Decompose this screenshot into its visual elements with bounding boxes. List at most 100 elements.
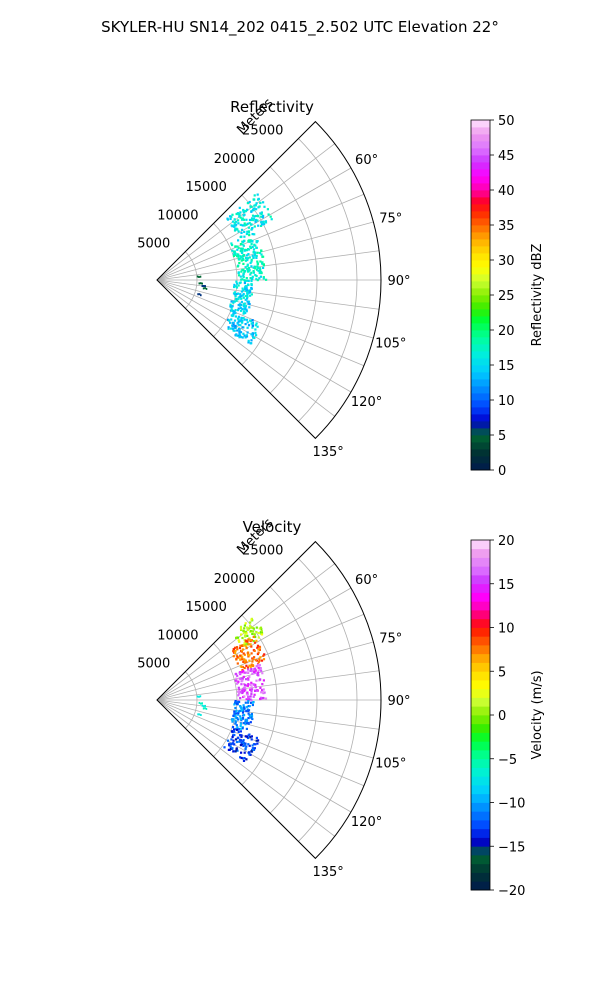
velocity-echo-gate (261, 683, 264, 686)
reflectivity-colorbar-bin (471, 162, 490, 170)
velocity-echo-gate (250, 715, 254, 718)
velocity-echo-gate (257, 666, 260, 669)
velocity-near-gate (196, 695, 199, 698)
reflectivity-echo-gate (236, 329, 239, 332)
reflectivity-echo-gate (240, 335, 243, 339)
reflectivity-echo-gate (240, 228, 244, 231)
velocity-echo-gate (249, 639, 252, 642)
reflectivity-echo-gate (244, 311, 247, 315)
reflectivity-echo-gate (243, 222, 246, 225)
velocity-echo-gate (250, 663, 253, 666)
reflectivity-echo-gate (239, 293, 242, 296)
velocity-echo-gate (223, 746, 226, 749)
velocity-echo-gate (236, 662, 239, 665)
reflectivity-echo-gate (246, 326, 249, 329)
reflectivity-near-gate (196, 275, 199, 278)
reflectivity-colorbar-bin (471, 204, 490, 212)
velocity-colorbar-tick-label: −15 (498, 840, 525, 855)
reflectivity-colorbar-bin (471, 218, 490, 226)
velocity-echo-gate (227, 748, 230, 751)
velocity-echo-gate (259, 686, 262, 689)
velocity-echo-gate (249, 715, 252, 718)
velocity-echo-gate (233, 703, 236, 706)
reflectivity-echo-gate (233, 283, 236, 286)
reflectivity-echo-gate (251, 277, 254, 280)
velocity-echo-gate (258, 627, 261, 630)
reflectivity-colorbar-bin (471, 379, 490, 387)
reflectivity-colorbar-bin (471, 442, 490, 450)
velocity-colorbar-bin (471, 566, 490, 576)
velocity-echo-gate (235, 728, 238, 731)
reflectivity-echo-gate (247, 339, 250, 342)
velocity-echo-gate (237, 711, 240, 714)
velocity-colorbar-bin (471, 863, 490, 873)
velocity-echo-gate (251, 717, 254, 721)
reflectivity-echo-gate (250, 342, 253, 345)
velocity-echo-gate (232, 714, 235, 717)
reflectivity-range-label: 5000 (137, 237, 170, 252)
velocity-echo-gate (245, 664, 248, 667)
reflectivity-echo-gate (252, 198, 255, 201)
reflectivity-echo-gate (256, 268, 259, 271)
velocity-echo-gate (235, 636, 238, 639)
velocity-echo-gate (237, 713, 240, 716)
velocity-echo-gate (233, 710, 236, 713)
reflectivity-echo-gate (244, 323, 247, 326)
velocity-echo-gate (242, 629, 245, 632)
reflectivity-echo-gate (239, 306, 242, 309)
reflectivity-echo-gate (254, 324, 257, 327)
velocity-echo-gate (237, 686, 240, 689)
velocity-echo-gate (248, 744, 251, 747)
velocity-echo-gate (255, 631, 258, 634)
reflectivity-echo-gate (260, 223, 264, 226)
reflectivity-echo-gate (230, 242, 233, 245)
reflectivity-echo-gate (264, 220, 267, 223)
reflectivity-echo-gate (259, 268, 262, 271)
velocity-echo-gate (242, 739, 245, 742)
reflectivity-near-gate (200, 282, 202, 285)
velocity-echo-gate (255, 665, 258, 668)
reflectivity-colorbar-bin (471, 120, 490, 128)
reflectivity-colorbar-bin (471, 260, 490, 268)
velocity-echo-gate (235, 677, 238, 680)
velocity-echo-gate (243, 695, 246, 698)
reflectivity-near-gate (198, 293, 201, 296)
reflectivity-echo-gate (245, 223, 248, 226)
velocity-near-gate (197, 713, 199, 716)
reflectivity-echo-gate (235, 220, 238, 223)
reflectivity-echo-gate (262, 214, 265, 217)
reflectivity-colorbar-bin (471, 344, 490, 352)
reflectivity-colorbar-bin (471, 414, 490, 422)
velocity-echo-gate (246, 684, 249, 687)
velocity-echo-gate (241, 677, 244, 680)
velocity-echo-gate (251, 632, 254, 635)
reflectivity-echo-gate (241, 321, 244, 324)
velocity-echo-gate (245, 722, 248, 725)
velocity-echo-gate (243, 686, 246, 689)
velocity-echo-gate (246, 628, 249, 631)
velocity-echo-gate (247, 678, 250, 681)
velocity-echo-gate (254, 669, 257, 672)
reflectivity-echo-gate (242, 210, 245, 213)
reflectivity-colorbar-bin (471, 393, 490, 401)
reflectivity-echo-gate (239, 331, 243, 334)
reflectivity-echo-gate (266, 208, 269, 211)
velocity-near-gate (201, 704, 204, 707)
velocity-echo-gate (259, 656, 262, 659)
velocity-colorbar-bin (471, 828, 490, 838)
reflectivity-echo-gate (255, 256, 258, 259)
velocity-echo-gate (231, 735, 234, 739)
velocity-echo-gate (244, 659, 247, 662)
velocity-colorbar-bin (471, 540, 490, 550)
velocity-echo-gate (251, 672, 254, 675)
velocity-echo-gate (242, 704, 245, 707)
reflectivity-echo-gate (246, 321, 249, 324)
velocity-echo-gate (262, 688, 265, 691)
reflectivity-echo-gate (242, 214, 245, 217)
reflectivity-echo-gate (239, 255, 242, 258)
velocity-echo-gate (262, 654, 265, 657)
reflectivity-echo-gate (260, 215, 263, 218)
reflectivity-colorbar-bin (471, 232, 490, 240)
reflectivity-echo-gate (236, 248, 239, 251)
reflectivity-colorbar-tick-label: 15 (498, 359, 515, 374)
